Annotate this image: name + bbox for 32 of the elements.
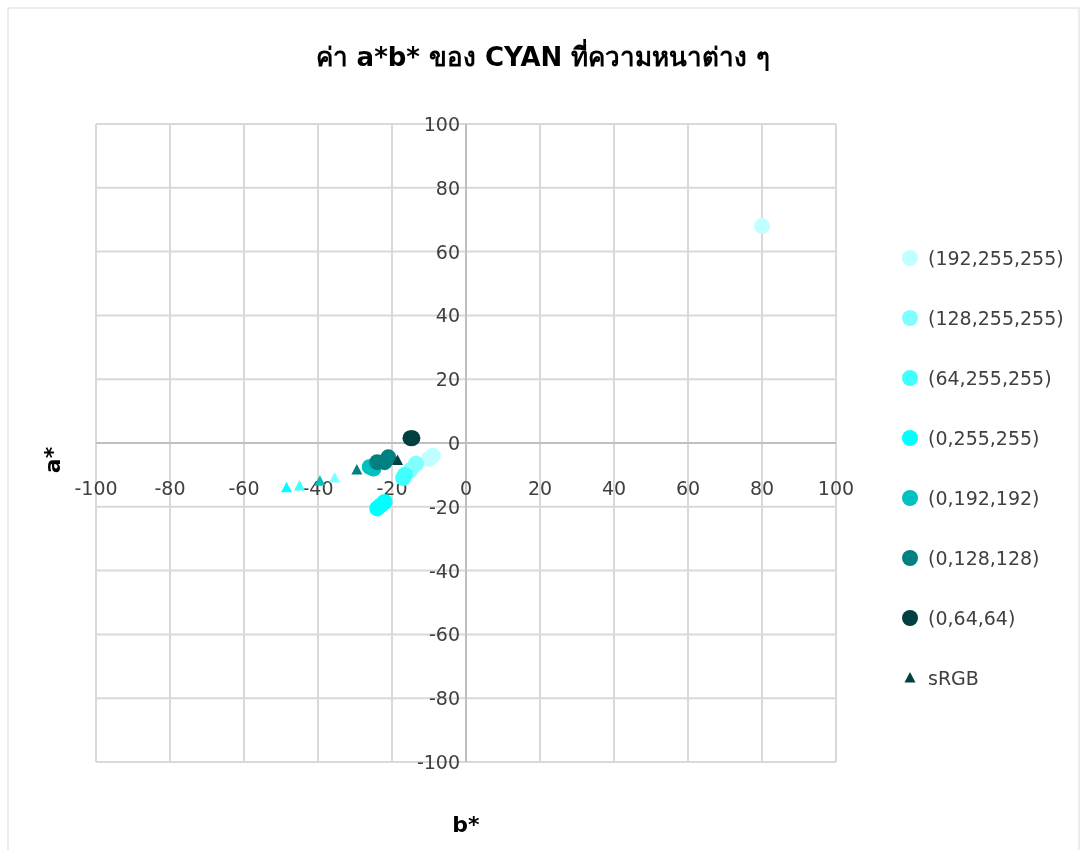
x-tick-label: 80 [749,477,775,499]
y-axis-title: a* [40,446,65,474]
legend-label: (192,255,255) [928,247,1064,269]
point [754,218,770,235]
legend-label: (128,255,255) [928,307,1064,329]
y-tick-label: -60 [428,623,460,646]
y-tick-label: 80 [435,176,460,199]
legend-label: (64,255,255) [928,367,1052,389]
x-axis-title: b* [452,812,481,837]
x-tick-label: 60 [675,477,701,499]
y-tick-label: 20 [435,368,460,391]
x-tick-label: -80 [154,477,186,499]
y-tick-label: -80 [428,687,460,710]
legend-label: sRGB [928,667,979,689]
point [421,450,437,467]
y-tick-label: -100 [416,751,460,773]
legend-label: (0,64,64) [928,607,1016,629]
x-tick-label: 40 [601,477,627,499]
legend-label: (0,128,128) [928,547,1040,569]
legend-label: (0,255,255) [928,427,1040,449]
y-tick-label: -20 [428,495,460,518]
y-tick-label: 0 [447,432,460,454]
y-tick-label: 100 [423,113,460,135]
x-tick-label: -60 [228,477,260,499]
x-tick-label: -100 [74,477,118,499]
chart-title: ค่า a*b* ของ CYAN ที่ความหนาต่าง ๆ [315,38,771,72]
x-tick-label: 100 [817,477,855,499]
legend-label: (0,192,192) [928,487,1040,509]
y-tick-label: -40 [428,559,460,582]
x-tick-label: 20 [527,477,553,499]
y-tick-label: 60 [435,240,460,263]
y-tick-label: 40 [435,304,460,327]
